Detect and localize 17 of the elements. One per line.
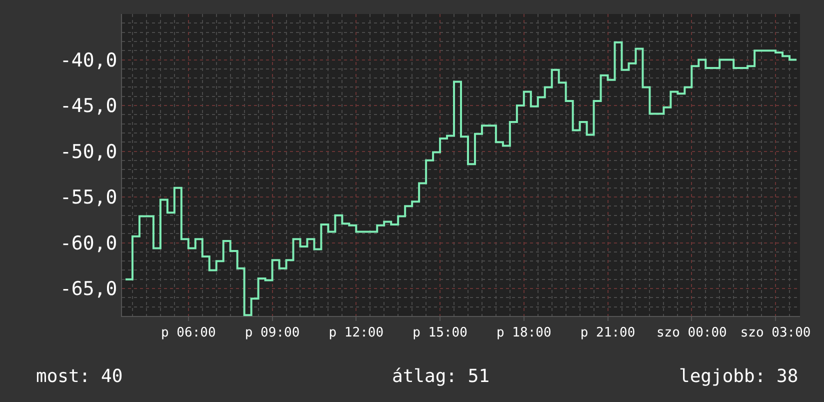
x-tick-label: p 21:00 [580,326,636,341]
y-tick-label: -65,0 [60,278,118,300]
x-tick-label: p 15:00 [412,326,468,341]
y-tick-label: -50,0 [60,140,118,163]
y-tick-label: -60,0 [60,232,118,254]
x-tick-label: p 09:00 [244,326,300,341]
text: legjobb: 38 [679,366,798,387]
x-tick-label: p 06:00 [161,326,216,341]
y-tick-label: -45,0 [60,95,118,118]
x-tick-label: szo 03:00 [740,326,811,341]
x-tick-label: szo 00:00 [656,326,727,341]
x-tick-label: p 12:00 [328,326,384,341]
y-tick-label: -55,0 [60,186,118,209]
text: most: 40 [36,366,123,387]
x-tick-label: p 18:00 [496,326,552,341]
text: átlag: 51 [392,366,490,387]
y-tick-label: -40,0 [60,49,118,72]
